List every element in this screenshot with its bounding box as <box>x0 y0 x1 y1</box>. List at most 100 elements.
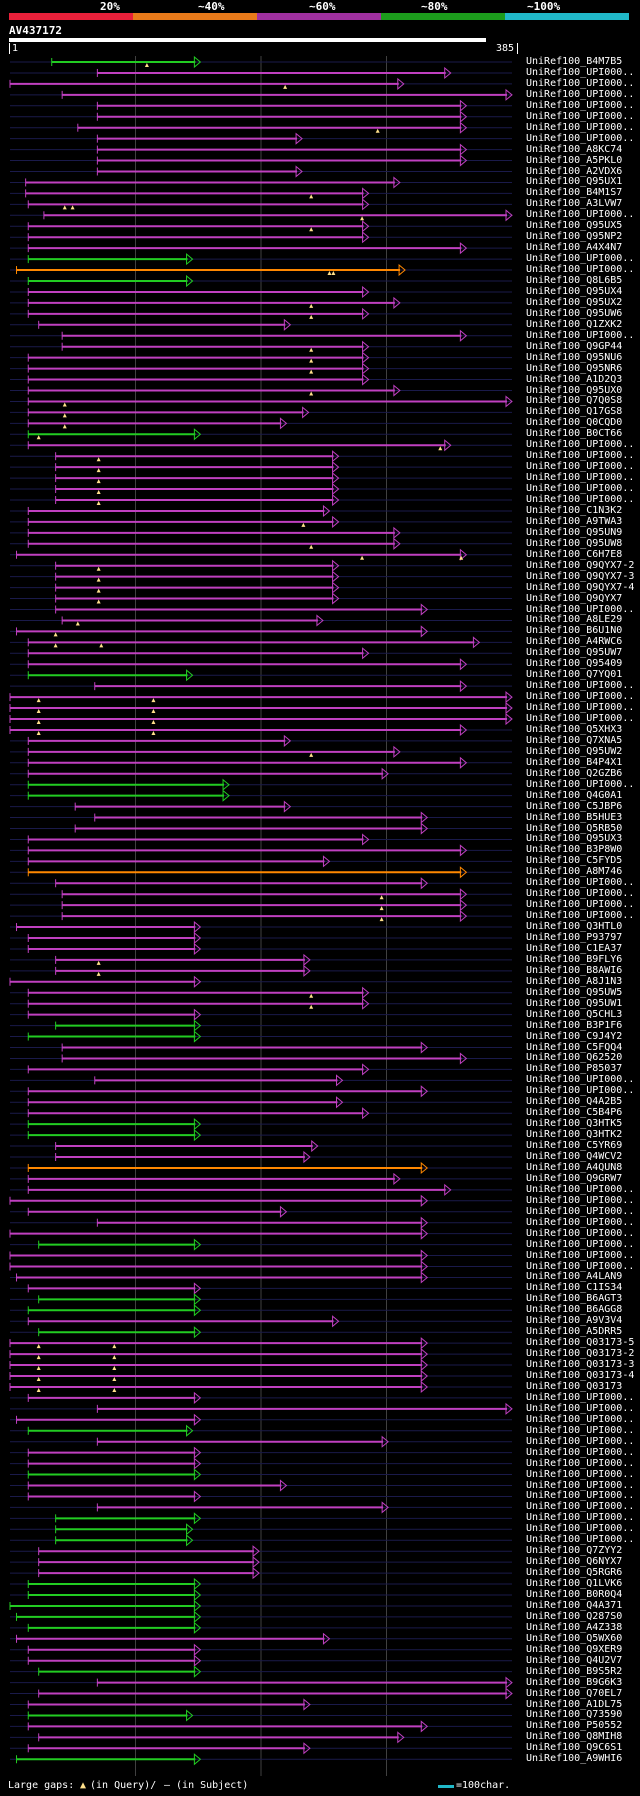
hit-label[interactable]: UniRef100_UPI000.. <box>526 494 635 505</box>
hit-label[interactable]: UniRef100_C5JBP6 <box>526 800 623 812</box>
hit-label[interactable]: UniRef100_B6AGT3 <box>526 1293 623 1305</box>
hit-label[interactable]: UniRef100_B4M1S7 <box>526 187 623 199</box>
hit-label[interactable]: UniRef100_A8KC74 <box>526 143 623 155</box>
hit-label[interactable]: UniRef100_Q95409 <box>526 658 623 670</box>
hit-label[interactable]: UniRef100_Q9XER9 <box>526 1643 623 1655</box>
hit-label[interactable]: UniRef100_A1DL75 <box>526 1698 623 1710</box>
hit-label[interactable]: UniRef100_B0CT66 <box>526 428 623 440</box>
hit-label[interactable]: UniRef100_Q4U2V7 <box>526 1654 623 1666</box>
hit-label[interactable]: UniRef100_Q95UX3 <box>526 833 623 845</box>
hit-label[interactable]: UniRef100_Q95UX4 <box>526 285 623 297</box>
hit-label[interactable]: UniRef100_UPI000.. <box>526 450 635 462</box>
hit-label[interactable]: UniRef100_Q03173-4 <box>526 1370 635 1381</box>
hit-label[interactable]: UniRef100_UPI000.. <box>526 1468 635 1480</box>
hit-label[interactable]: UniRef100_B8AWI6 <box>526 964 623 976</box>
hit-label[interactable]: UniRef100_Q73590 <box>526 1709 623 1721</box>
hit-label[interactable]: UniRef100_Q4WCV2 <box>526 1151 623 1162</box>
hit-label[interactable]: UniRef100_UPI000.. <box>526 702 635 714</box>
hit-label[interactable]: UniRef100_Q9GRW7 <box>526 1172 623 1184</box>
hit-label[interactable]: UniRef100_C5YR69 <box>526 1140 623 1152</box>
hit-label[interactable]: UniRef100_Q03173-3 <box>526 1359 635 1371</box>
hit-label[interactable]: UniRef100_B4P4X1 <box>526 756 623 768</box>
hit-label[interactable]: UniRef100_Q95UX5 <box>526 220 623 232</box>
hit-label[interactable]: UniRef100_UPI000.. <box>526 66 635 78</box>
hit-label[interactable]: UniRef100_UPI000.. <box>526 253 635 265</box>
hit-label[interactable]: UniRef100_Q5CHL3 <box>526 1008 623 1020</box>
hit-label[interactable]: UniRef100_UPI000.. <box>526 1501 635 1513</box>
hit-label[interactable]: UniRef100_UPI000.. <box>526 910 635 922</box>
hit-label[interactable]: UniRef100_P93797 <box>526 932 623 943</box>
hit-label[interactable]: UniRef100_B0R0Q4 <box>526 1589 623 1600</box>
hit-label[interactable]: UniRef100_B4M7B5 <box>526 56 623 67</box>
hit-label[interactable]: UniRef100_UPI000.. <box>526 888 635 900</box>
hit-label[interactable]: UniRef100_UPI000.. <box>526 1074 635 1086</box>
hit-label[interactable]: UniRef100_Q7XNA5 <box>526 734 623 746</box>
hit-label[interactable]: UniRef100_A8LE29 <box>526 614 623 626</box>
hit-label[interactable]: UniRef100_A8M746 <box>526 866 623 878</box>
hit-label[interactable]: UniRef100_UPI000.. <box>526 899 635 911</box>
hit-label[interactable]: UniRef100_UPI000.. <box>526 680 635 692</box>
hit-label[interactable]: UniRef100_A8J1N3 <box>526 975 623 987</box>
hit-label[interactable]: UniRef100_C9J4Y2 <box>526 1030 623 1042</box>
hit-label[interactable]: UniRef100_Q4G0A1 <box>526 789 623 801</box>
hit-label[interactable]: UniRef100_Q1LVK6 <box>526 1578 623 1590</box>
hit-label[interactable]: UniRef100_C1IS34 <box>526 1282 623 1294</box>
hit-label[interactable]: UniRef100_Q9QYX7 <box>526 592 623 604</box>
hit-label[interactable]: UniRef100_A9V3V4 <box>526 1315 623 1327</box>
hit-label[interactable]: UniRef100_A4LAN9 <box>526 1271 623 1283</box>
hit-label[interactable]: UniRef100_UPI000.. <box>526 1402 635 1414</box>
hit-label[interactable]: UniRef100_Q5XHX3 <box>526 723 623 735</box>
hit-label[interactable]: UniRef100_UPI000.. <box>526 99 635 111</box>
hit-label[interactable]: UniRef100_UPI000.. <box>526 1238 635 1250</box>
hit-label[interactable]: UniRef100_A4RWC6 <box>526 636 623 648</box>
hit-label[interactable]: UniRef100_A9WHI6 <box>526 1753 623 1765</box>
hit-label[interactable]: UniRef100_A9TWA3 <box>526 515 623 527</box>
hit-label[interactable]: UniRef100_Q70EL7 <box>526 1687 623 1699</box>
hit-label[interactable]: UniRef100_UPI000.. <box>526 1435 635 1447</box>
hit-label[interactable]: UniRef100_B5HUE3 <box>526 811 623 823</box>
hit-label[interactable]: UniRef100_UPI000.. <box>526 264 635 276</box>
hit-label[interactable]: UniRef100_UPI000.. <box>526 1512 635 1524</box>
hit-label[interactable]: UniRef100_Q95UW5 <box>526 986 623 998</box>
hit-label[interactable]: UniRef100_Q287S0 <box>526 1610 623 1622</box>
hit-label[interactable]: UniRef100_UPI000.. <box>526 1479 635 1491</box>
hit-label[interactable]: UniRef100_B6AGG8 <box>526 1304 623 1316</box>
hit-label[interactable]: UniRef100_B6U1N0 <box>526 625 623 637</box>
hit-label[interactable]: UniRef100_Q3HTK5 <box>526 1118 623 1130</box>
hit-label[interactable]: UniRef100_UPI000.. <box>526 209 635 221</box>
hit-label[interactable]: UniRef100_UPI000.. <box>526 691 635 703</box>
hit-label[interactable]: UniRef100_Q9QYX7-4 <box>526 581 635 593</box>
hit-label[interactable]: UniRef100_A1D2Q3 <box>526 373 623 385</box>
hit-label[interactable]: UniRef100_UPI000.. <box>526 121 635 133</box>
hit-label[interactable]: UniRef100_UPI000.. <box>526 1523 635 1535</box>
hit-label[interactable]: UniRef100_UPI000.. <box>526 877 635 889</box>
hit-label[interactable]: UniRef100_C1N3K2 <box>526 504 623 516</box>
hit-label[interactable]: UniRef100_A4X4N7 <box>526 242 623 254</box>
hit-label[interactable]: UniRef100_UPI000.. <box>526 132 635 144</box>
hit-label[interactable]: UniRef100_Q3HTK2 <box>526 1129 623 1141</box>
hit-label[interactable]: UniRef100_Q95NU6 <box>526 351 623 363</box>
hit-label[interactable]: UniRef100_B3P1F6 <box>526 1019 623 1031</box>
hit-label[interactable]: UniRef100_Q03173-5 <box>526 1337 635 1349</box>
hit-label[interactable]: UniRef100_Q95UW8 <box>526 537 623 549</box>
hit-label[interactable]: UniRef100_P50552 <box>526 1720 623 1732</box>
hit-label[interactable]: UniRef100_UPI000.. <box>526 110 635 122</box>
hit-label[interactable]: UniRef100_UPI000.. <box>526 1205 635 1217</box>
hit-label[interactable]: UniRef100_UPI000.. <box>526 1183 635 1195</box>
hit-label[interactable]: UniRef100_A3LVW7 <box>526 198 623 210</box>
hit-label[interactable]: UniRef100_UPI000.. <box>526 713 635 724</box>
hit-label[interactable]: UniRef100_UPI000.. <box>526 329 635 341</box>
hit-label[interactable]: UniRef100_C5B4P6 <box>526 1107 623 1119</box>
hit-label[interactable]: UniRef100_UPI000.. <box>526 77 635 89</box>
hit-label[interactable]: UniRef100_P85037 <box>526 1063 623 1075</box>
hit-label[interactable]: UniRef100_UPI000.. <box>526 88 635 100</box>
hit-label[interactable]: UniRef100_Q2GZB6 <box>526 767 623 779</box>
hit-label[interactable]: UniRef100_UPI000.. <box>526 472 635 484</box>
hit-label[interactable]: UniRef100_C1EA37 <box>526 942 623 954</box>
hit-label[interactable]: UniRef100_C5FYD5 <box>526 855 623 867</box>
hit-label[interactable]: UniRef100_Q95UX2 <box>526 296 623 308</box>
hit-label[interactable]: UniRef100_Q5WX60 <box>526 1632 623 1644</box>
hit-label[interactable]: UniRef100_UPI000.. <box>526 1194 635 1206</box>
hit-label[interactable]: UniRef100_UPI000.. <box>526 1534 635 1546</box>
hit-label[interactable]: UniRef100_Q5RGR6 <box>526 1567 623 1579</box>
